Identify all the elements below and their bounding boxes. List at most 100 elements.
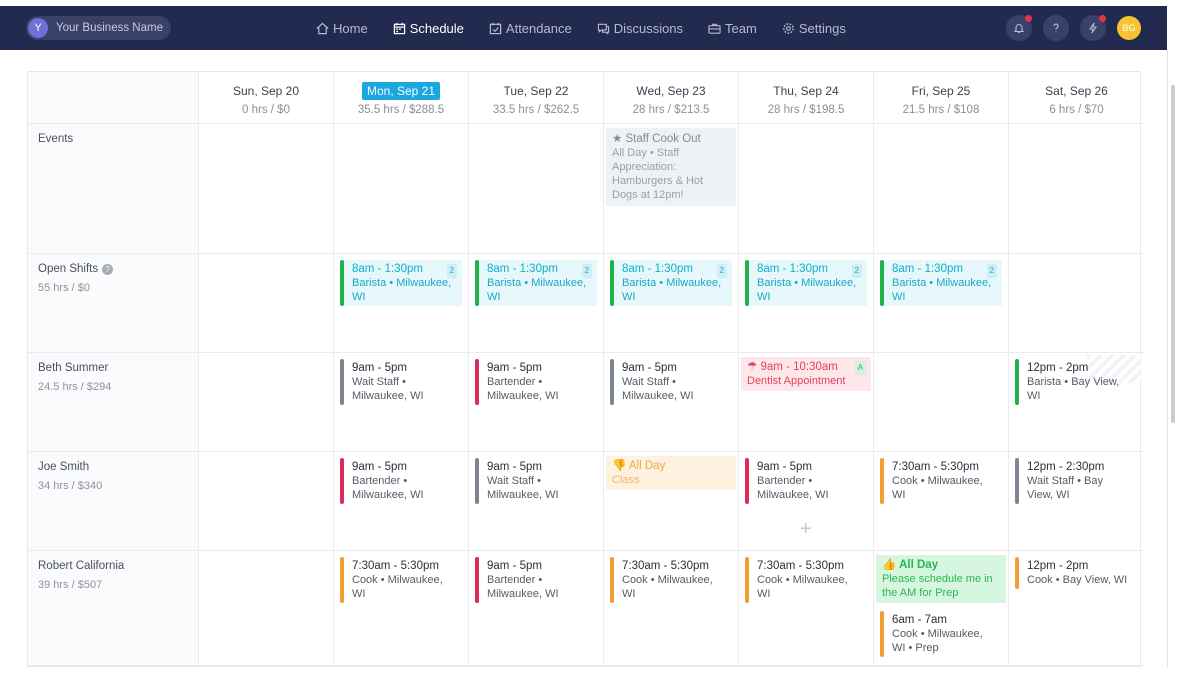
employee-name[interactable]: Beth Summer [38, 362, 109, 374]
schedule-cell[interactable]: ★ Staff Cook Out All Day • Staff Appreci… [604, 124, 739, 254]
shift-time: 9am - 5pm [352, 362, 407, 374]
schedule-cell[interactable]: 8am - 1:30pm Barista • Milwaukee, WI 2 [874, 254, 1009, 353]
nav-discussions[interactable]: Discussions [597, 21, 683, 36]
shift-card[interactable]: 12pm - 2:30pm Wait Staff • Bay View, WI [1015, 458, 1138, 504]
schedule-cell[interactable]: 9am - 5pm Bartender • Milwaukee, WI [469, 353, 604, 452]
nav-home[interactable]: Home [316, 21, 368, 36]
shift-card[interactable]: 9am - 5pm Bartender • Milwaukee, WI [340, 458, 462, 504]
row-name: Events [38, 133, 74, 145]
nav-schedule[interactable]: Schedule [393, 21, 464, 36]
event-card[interactable]: ★ Staff Cook Out All Day • Staff Appreci… [606, 128, 736, 206]
notifications-button[interactable] [1006, 15, 1032, 41]
schedule-cell[interactable]: 9am - 5pm Wait Staff • Milwaukee, WI [334, 353, 469, 452]
unavailable-card[interactable]: 👎 All Day Class [606, 456, 736, 490]
day-summary: 33.5 hrs / $262.5 [492, 104, 580, 116]
schedule-cell[interactable]: 7:30am - 5:30pm Cook • Milwaukee, WI [334, 551, 469, 666]
day-header[interactable]: Sat, Sep 26 6 hrs / $70 [1009, 72, 1144, 124]
shift-card[interactable]: 7:30am - 5:30pm Cook • Milwaukee, WI [340, 557, 462, 603]
schedule-cell[interactable]: 12pm - 2pm Cook • Bay View, WI [1009, 551, 1144, 666]
schedule-cell[interactable] [199, 124, 334, 254]
schedule-cell[interactable]: 7:30am - 5:30pm Cook • Milwaukee, WI [739, 551, 874, 666]
add-shift-plus-icon[interactable]: + [800, 518, 812, 540]
unavailable-time: All Day [628, 460, 666, 472]
schedule-cell[interactable]: 9am - 5pm Wait Staff • Milwaukee, WI [469, 452, 604, 551]
shift-color-bar [340, 260, 344, 306]
employee-summary: 34 hrs / $340 [38, 480, 103, 492]
day-header[interactable]: Fri, Sep 25 21.5 hrs / $108 [874, 72, 1009, 124]
business-switcher[interactable]: Y Your Business Name [26, 16, 171, 40]
schedule-cell[interactable] [874, 353, 1009, 452]
whats-new-button[interactable] [1080, 15, 1106, 41]
nav-home-label: Home [333, 20, 368, 36]
help-circle-icon[interactable]: ? [102, 263, 114, 275]
day-header[interactable]: Mon, Sep 21 35.5 hrs / $288.5 [334, 72, 469, 124]
scrollbar[interactable] [1171, 85, 1175, 423]
schedule-cell[interactable]: 👎 All Day Class [604, 452, 739, 551]
shift-card[interactable]: 9am - 5pm Wait Staff • Milwaukee, WI [340, 359, 462, 405]
schedule-cell[interactable]: 12pm - 2:30pm Wait Staff • Bay View, WI [1009, 452, 1144, 551]
day-header[interactable]: Thu, Sep 24 28 hrs / $198.5 [739, 72, 874, 124]
schedule-cell[interactable]: 👍 All Day Please schedule me in the AM fo… [874, 551, 1009, 666]
whats-new-dot [1099, 15, 1106, 22]
schedule-cell[interactable]: 9am - 5pm Wait Staff • Milwaukee, WI [604, 353, 739, 452]
shift-card[interactable]: 7:30am - 5:30pm Cook • Milwaukee, WI [880, 458, 1002, 504]
schedule-cell[interactable] [334, 124, 469, 254]
shift-detail: Cook • Bay View, WI [1027, 574, 1128, 586]
shift-card[interactable]: 12pm - 2pm Barista • Bay View, WI [1015, 359, 1138, 405]
schedule-cell[interactable]: 9am - 5pm Bartender • Milwaukee, WI + [739, 452, 874, 551]
shift-detail: Barista • Milwaukee, WI [487, 277, 587, 303]
schedule-cell[interactable]: 7:30am - 5:30pm Cook • Milwaukee, WI [604, 551, 739, 666]
nav-team[interactable]: Team [708, 21, 757, 36]
employee-name[interactable]: Robert California [38, 560, 125, 572]
nav-settings[interactable]: Settings [782, 21, 846, 36]
schedule-cell[interactable] [199, 254, 334, 353]
schedule-cell[interactable] [199, 452, 334, 551]
availability-card[interactable]: 👍 All Day Please schedule me in the AM fo… [876, 555, 1006, 603]
shift-card[interactable]: 7:30am - 5:30pm Cook • Milwaukee, WI [610, 557, 732, 603]
schedule-cell[interactable] [199, 353, 334, 452]
schedule-cell[interactable] [199, 551, 334, 666]
schedule-cell[interactable]: 8am - 1:30pm Barista • Milwaukee, WI 2 [469, 254, 604, 353]
schedule-cell[interactable]: 8am - 1:30pm Barista • Milwaukee, WI 2 [334, 254, 469, 353]
shift-card[interactable]: 9am - 5pm Wait Staff • Milwaukee, WI [475, 458, 597, 504]
shift-detail: Cook • Milwaukee, WI • Prep [892, 628, 983, 654]
day-header[interactable]: Sun, Sep 20 0 hrs / $0 [199, 72, 334, 124]
open-shift-card[interactable]: 8am - 1:30pm Barista • Milwaukee, WI 2 [610, 260, 732, 306]
schedule-cell[interactable]: 8am - 1:30pm Barista • Milwaukee, WI 2 [739, 254, 874, 353]
help-button[interactable] [1043, 15, 1069, 41]
lightning-icon [1088, 22, 1098, 34]
day-header[interactable]: Wed, Sep 23 28 hrs / $213.5 [604, 72, 739, 124]
shift-card[interactable]: 9am - 5pm Bartender • Milwaukee, WI [475, 557, 597, 603]
open-shift-card[interactable]: 8am - 1:30pm Barista • Milwaukee, WI 2 [475, 260, 597, 306]
shift-detail: Bartender • Milwaukee, WI [352, 475, 424, 501]
schedule-cell[interactable] [739, 124, 874, 254]
shift-card[interactable]: 9am - 5pm Wait Staff • Milwaukee, WI [610, 359, 732, 405]
user-avatar[interactable]: BG [1117, 16, 1141, 40]
nav-attendance[interactable]: Attendance [489, 21, 572, 36]
shift-detail: Barista • Milwaukee, WI [622, 277, 722, 303]
shift-card[interactable]: 12pm - 2pm Cook • Bay View, WI [1015, 557, 1138, 589]
open-shift-card[interactable]: 8am - 1:30pm Barista • Milwaukee, WI 2 [340, 260, 462, 306]
employee-name[interactable]: Joe Smith [38, 461, 90, 473]
schedule-cell[interactable]: ☂ 9am - 10:30am Dentist Appointment A [739, 353, 874, 452]
schedule-cell[interactable]: 9am - 5pm Bartender • Milwaukee, WI [469, 551, 604, 666]
schedule-cell[interactable]: 8am - 1:30pm Barista • Milwaukee, WI 2 [604, 254, 739, 353]
schedule-cell[interactable]: 12pm - 2pm Barista • Bay View, WI [1009, 353, 1144, 452]
business-avatar: Y [28, 18, 48, 38]
day-header[interactable]: Tue, Sep 22 33.5 hrs / $262.5 [469, 72, 604, 124]
open-shift-card[interactable]: 8am - 1:30pm Barista • Milwaukee, WI 2 [745, 260, 867, 306]
shift-card[interactable]: 6am - 7am Cook • Milwaukee, WI • Prep [880, 611, 1002, 657]
schedule-cell[interactable]: 9am - 5pm Bartender • Milwaukee, WI [334, 452, 469, 551]
shift-card[interactable]: 9am - 5pm Bartender • Milwaukee, WI [745, 458, 867, 504]
shift-card[interactable]: 7:30am - 5:30pm Cook • Milwaukee, WI [745, 557, 867, 603]
open-shift-card[interactable]: 8am - 1:30pm Barista • Milwaukee, WI 2 [880, 260, 1002, 306]
schedule-cell[interactable] [1009, 124, 1144, 254]
shift-card[interactable]: 9am - 5pm Bartender • Milwaukee, WI [475, 359, 597, 405]
time-off-card[interactable]: ☂ 9am - 10:30am Dentist Appointment A [741, 357, 871, 391]
schedule-cell[interactable] [469, 124, 604, 254]
schedule-cell[interactable] [874, 124, 1009, 254]
schedule-grid: Sun, Sep 20 0 hrs / $0 Mon, Sep 21 35.5 hr… [27, 71, 1144, 667]
shift-time: 8am - 1:30pm [757, 263, 828, 275]
schedule-cell[interactable] [1009, 254, 1144, 353]
schedule-cell[interactable]: 7:30am - 5:30pm Cook • Milwaukee, WI [874, 452, 1009, 551]
